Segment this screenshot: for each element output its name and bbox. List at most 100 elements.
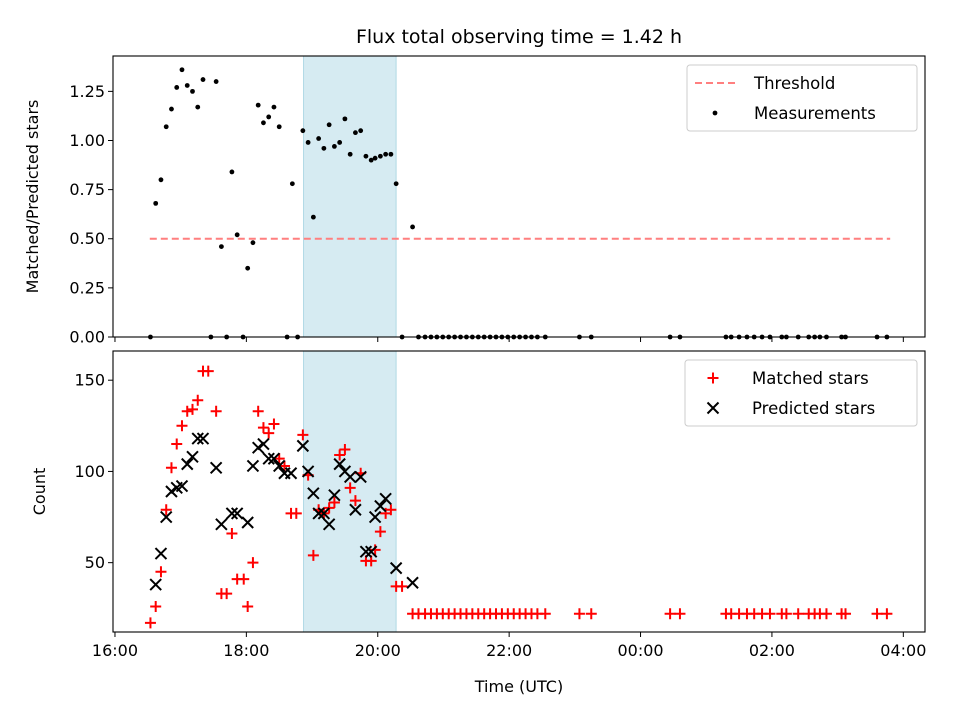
legend-measurements-swatch bbox=[712, 110, 718, 116]
predicted-point bbox=[241, 516, 254, 529]
matched-point bbox=[674, 608, 686, 620]
measurement-point bbox=[368, 157, 374, 163]
y-tick-label: 0.00 bbox=[69, 328, 105, 347]
matched-point bbox=[202, 365, 214, 377]
measurement-point bbox=[337, 140, 343, 145]
matched-point bbox=[374, 526, 386, 538]
matched-point bbox=[290, 507, 302, 519]
measurement-point bbox=[234, 232, 240, 238]
matched-point bbox=[664, 608, 676, 620]
predicted-point bbox=[191, 432, 204, 445]
measurement-point bbox=[393, 181, 399, 187]
matched-point bbox=[263, 427, 275, 439]
predicted-point bbox=[154, 547, 168, 560]
y-tick-label: 0.75 bbox=[69, 180, 105, 199]
matched-point bbox=[396, 580, 408, 592]
measurement-point bbox=[353, 130, 358, 136]
predicted-point bbox=[364, 545, 378, 558]
predicted-point bbox=[379, 492, 392, 506]
measurement-point bbox=[410, 224, 415, 230]
predicted-point bbox=[267, 452, 281, 465]
measurement-point bbox=[289, 181, 295, 187]
predicted-point bbox=[257, 437, 270, 451]
predicted-point bbox=[175, 479, 189, 493]
x-tick-label: 16:00 bbox=[92, 641, 138, 660]
legend-predicted-swatch bbox=[706, 401, 720, 415]
y-tick-label: 1.00 bbox=[69, 131, 105, 150]
measurement-point bbox=[200, 77, 206, 82]
ratio-legend: Threshold Measurements bbox=[686, 64, 918, 132]
measurement-point bbox=[250, 240, 256, 246]
matched-point bbox=[144, 617, 156, 629]
matched-point bbox=[539, 608, 551, 620]
measurement-point bbox=[342, 116, 348, 122]
predicted-point bbox=[312, 507, 325, 520]
matched-point bbox=[792, 608, 804, 620]
predicted-point bbox=[368, 510, 382, 524]
predicted-point bbox=[301, 465, 315, 478]
count-y-axis-label: Count bbox=[30, 468, 49, 516]
predicted-point bbox=[354, 470, 367, 484]
measurement-point bbox=[195, 104, 201, 110]
x-tick-label: 22:00 bbox=[486, 641, 532, 660]
matched-point bbox=[349, 495, 361, 507]
matched-point bbox=[278, 460, 290, 472]
matched-point bbox=[369, 544, 381, 556]
ratio-y-ticks: 0.00 0.25 0.50 0.75 1.00 1.25 bbox=[69, 82, 113, 347]
count-marks bbox=[144, 365, 893, 629]
predicted-point bbox=[349, 503, 362, 516]
legend-x-mark bbox=[706, 401, 720, 415]
predicted-point bbox=[333, 457, 346, 471]
matched-point bbox=[252, 405, 264, 417]
measurement-point bbox=[358, 128, 364, 134]
predicted-point bbox=[230, 507, 244, 520]
matched-point bbox=[238, 573, 250, 585]
measurement-point bbox=[169, 106, 174, 112]
predicted-point bbox=[343, 470, 357, 484]
matched-point bbox=[385, 504, 397, 516]
matched-point bbox=[160, 504, 172, 516]
y-tick-label: 1.25 bbox=[69, 82, 105, 101]
matched-point bbox=[585, 608, 597, 620]
predicted-point bbox=[160, 510, 173, 524]
matched-point bbox=[881, 608, 893, 620]
matched-point bbox=[573, 608, 585, 620]
measurement-point bbox=[213, 79, 219, 84]
measurement-point bbox=[179, 67, 185, 73]
legend-predicted-label: Predicted stars bbox=[752, 399, 875, 418]
predicted-point bbox=[317, 507, 331, 520]
matched-point bbox=[242, 600, 254, 612]
predicted-point bbox=[374, 499, 387, 513]
ratio-x-ticks bbox=[114, 337, 904, 342]
legend-measurements-label: Measurements bbox=[754, 104, 876, 123]
measurement-point bbox=[245, 265, 251, 271]
matched-point bbox=[307, 549, 319, 561]
predicted-point bbox=[225, 507, 239, 520]
matched-point bbox=[210, 405, 222, 417]
matched-point bbox=[150, 600, 162, 612]
predicted-point bbox=[181, 457, 194, 471]
measurement-point bbox=[174, 85, 180, 90]
predicted-point bbox=[406, 576, 419, 589]
chart-title: Flux total observing time = 1.42 h bbox=[356, 26, 682, 48]
measurement-point bbox=[153, 200, 159, 206]
measurement-point bbox=[331, 143, 337, 149]
matched-point bbox=[780, 608, 792, 620]
matched-point bbox=[221, 588, 233, 600]
y-tick-label: 150 bbox=[74, 371, 105, 390]
measurement-point bbox=[158, 177, 164, 183]
count-panel: 50 100 150 16:00 18:00 20:00 22:00 00:00 02:00 0… bbox=[30, 350, 926, 696]
measurement-point bbox=[305, 140, 311, 145]
predicted-point bbox=[296, 439, 310, 453]
ratio-axes-frame bbox=[112, 55, 926, 338]
predicted-point bbox=[186, 450, 199, 464]
measurement-point bbox=[276, 124, 282, 130]
matched-point bbox=[257, 422, 269, 434]
measurement-point bbox=[321, 145, 327, 151]
measurement-point bbox=[316, 136, 322, 141]
predicted-point bbox=[273, 459, 286, 473]
x-tick-label: 20:00 bbox=[355, 641, 401, 660]
matched-point bbox=[176, 420, 188, 432]
count-y-ticks: 50 100 150 bbox=[74, 371, 113, 572]
